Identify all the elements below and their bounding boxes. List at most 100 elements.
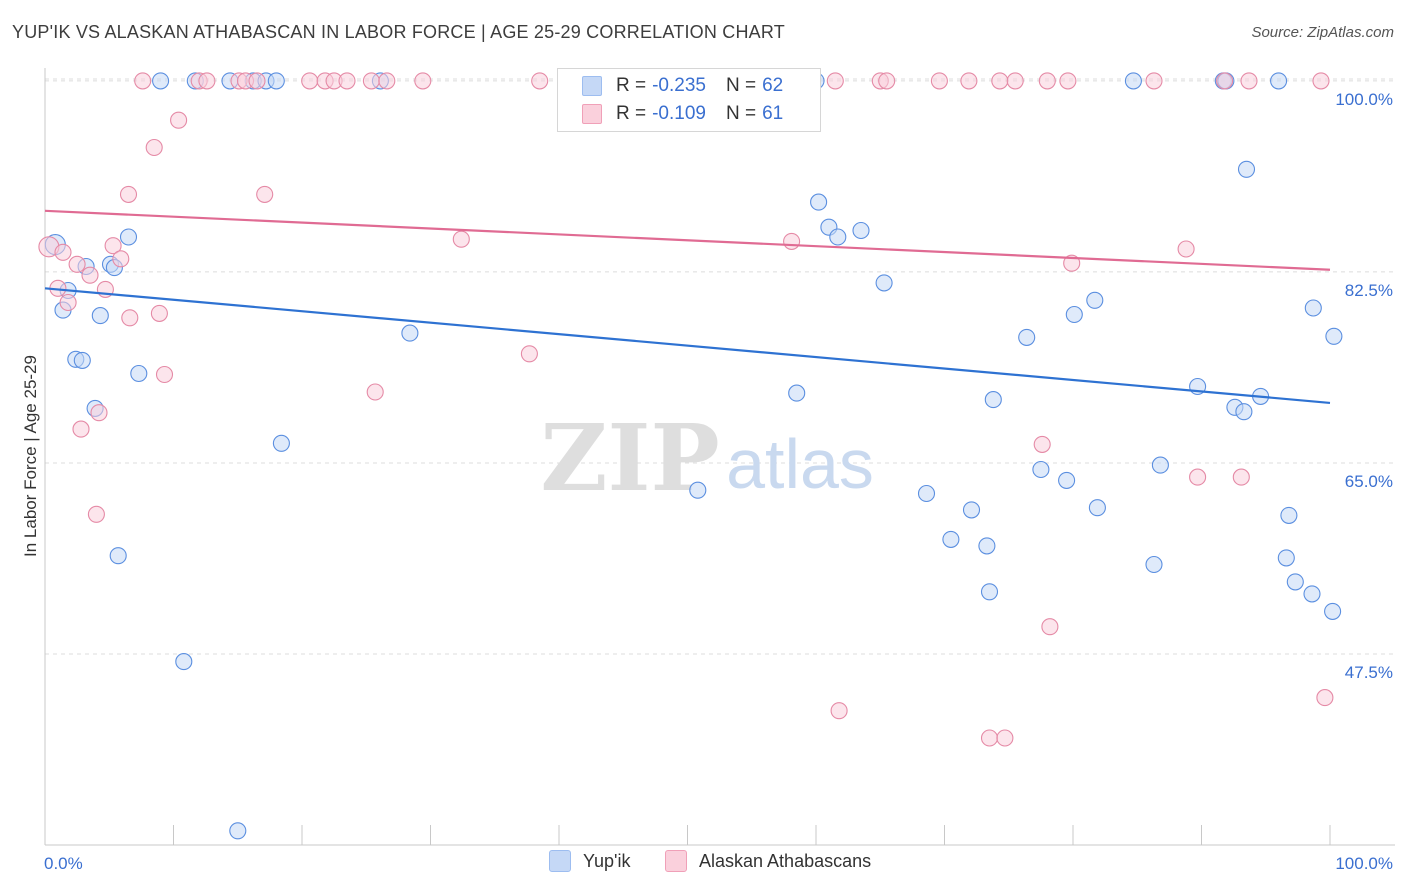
yupik-point <box>73 351 91 369</box>
yupik-point <box>1018 328 1036 346</box>
athabascan-point <box>54 243 72 261</box>
legend-r-label: R = <box>616 75 647 96</box>
athabascan-point <box>87 505 105 523</box>
yupik-point <box>1286 573 1304 591</box>
athabascan-point <box>520 345 538 363</box>
series-points-1 <box>38 72 1334 747</box>
y-tick-label: 100.0% <box>1335 90 1393 109</box>
athabascan-point <box>980 729 999 747</box>
athabascan-trend-line <box>44 209 1331 271</box>
axes <box>44 68 1395 846</box>
athabascan-point <box>1033 435 1051 453</box>
athabascan-point <box>121 309 139 327</box>
yupik-point <box>1086 291 1104 309</box>
watermark: ZIP atlas <box>540 404 874 512</box>
yupik-point <box>152 72 170 90</box>
series-swatch-athabascan <box>665 850 687 872</box>
yupik-point <box>689 481 707 499</box>
yupik-point <box>1235 403 1253 421</box>
yupik-point <box>1058 471 1076 489</box>
yupik-point <box>1303 585 1321 603</box>
source-credit: Source: ZipAtlas.com <box>1251 24 1394 41</box>
yupik-point <box>1277 549 1295 567</box>
athabascan-point <box>1145 72 1163 90</box>
legend-n-value-athabascan: 61 <box>762 103 784 124</box>
yupik-point <box>942 530 960 548</box>
athabascan-point <box>72 420 90 438</box>
athabascan-point <box>150 304 168 322</box>
yupik-point <box>1124 72 1142 90</box>
legend-n-value-yupik: 62 <box>762 75 784 96</box>
legend-r-value-yupik: -0.235 <box>652 75 706 96</box>
athabascan-point <box>170 111 188 129</box>
athabascan-point <box>378 72 396 90</box>
athabascan-point <box>930 72 948 90</box>
yupik-point <box>1065 305 1083 324</box>
yupik-point <box>962 501 981 519</box>
series-legend-yupik[interactable]: Yup'ik <box>549 850 630 872</box>
y-tick-label: 82.5% <box>1345 281 1393 300</box>
athabascan-point <box>1312 72 1330 90</box>
athabascan-point <box>1232 468 1250 486</box>
athabascan-point <box>119 185 138 203</box>
yupik-point <box>829 228 847 246</box>
legend-r-value-athabascan: -0.109 <box>652 103 706 124</box>
athabascan-point <box>960 72 978 90</box>
yupik-point <box>917 484 936 503</box>
athabascan-point <box>1177 240 1195 258</box>
athabascan-point <box>452 230 470 248</box>
athabascan-point <box>366 383 384 401</box>
yupik-point <box>1151 456 1169 474</box>
yupik-point <box>1145 555 1163 574</box>
series-legend-athabascan[interactable]: Alaskan Athabascans <box>665 850 871 872</box>
yupik-point <box>272 434 290 452</box>
yupik-point <box>978 537 996 555</box>
athabascan-point <box>256 185 274 203</box>
yupik-point <box>109 547 127 565</box>
yupik-point <box>130 364 148 383</box>
yupik-point <box>401 324 419 342</box>
yupik-point <box>984 391 1002 409</box>
grid-lines <box>45 78 1395 655</box>
yupik-point <box>1324 602 1342 620</box>
legend-swatch-yupik <box>582 76 602 96</box>
y-tick-label: 65.0% <box>1345 472 1393 491</box>
athabascan-point <box>1059 72 1077 90</box>
watermark-atlas: atlas <box>726 425 874 503</box>
athabascan-point <box>68 255 86 273</box>
athabascan-point <box>1041 618 1059 636</box>
yupik-point <box>1032 460 1050 479</box>
yupik-point <box>175 653 193 671</box>
yupik-point <box>119 228 138 246</box>
athabascan-point <box>81 266 99 284</box>
athabascan-point <box>104 237 122 255</box>
athabascan-point <box>1240 72 1258 90</box>
yupik-point <box>875 274 893 292</box>
athabascan-point <box>112 250 130 268</box>
athabascan-point <box>1063 254 1081 272</box>
legend-swatch-athabascan <box>582 104 602 124</box>
athabascan-point <box>248 72 266 90</box>
watermark-zip: ZIP <box>540 404 719 512</box>
athabascan-point <box>338 72 356 90</box>
athabascan-point <box>90 404 108 422</box>
yupik-point <box>229 822 247 840</box>
athabascan-point <box>991 72 1009 90</box>
athabascan-point <box>155 365 174 384</box>
legend-row-yupik: R = -0.235 N = 62 <box>582 72 783 100</box>
series-swatch-yupik <box>549 850 571 872</box>
athabascan-point <box>414 72 432 90</box>
athabascan-point <box>996 729 1014 747</box>
athabascan-point <box>59 293 77 312</box>
athabascan-point <box>1189 468 1207 486</box>
athabascan-point <box>830 702 848 720</box>
series-name-yupik: Yup'ik <box>583 850 631 871</box>
athabascan-point <box>1316 689 1334 707</box>
athabascan-point <box>531 72 549 90</box>
legend-row-athabascan: R = -0.109 N = 61 <box>582 100 783 128</box>
athabascan-point <box>1006 72 1024 90</box>
yupik-point <box>267 72 285 90</box>
series-legend: Yup'ik Alaskan Athabascans <box>0 850 1406 878</box>
athabascan-point <box>145 138 163 157</box>
yupik-point <box>1280 506 1298 524</box>
